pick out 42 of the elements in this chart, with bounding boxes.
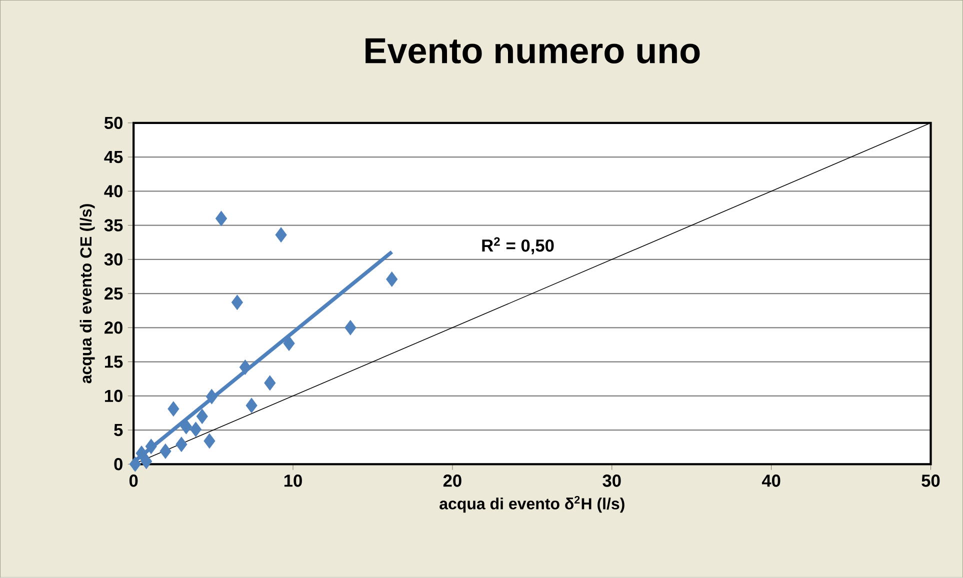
point (206, 389, 218, 404)
y-tick-label: 40 (104, 185, 122, 198)
y-axis-title: acqua di evento CE (l/s) (80, 204, 95, 384)
point (145, 438, 157, 454)
point (160, 444, 172, 459)
x-tick-label: 10 (284, 474, 302, 487)
point (386, 272, 398, 287)
point (239, 360, 251, 375)
x-tick-label: 50 (922, 474, 940, 487)
x-axis-title: acqua di evento δ$^{2}$H (l/s) (440, 496, 624, 513)
point (129, 456, 141, 472)
x-tick-label: 40 (762, 474, 780, 487)
point (264, 375, 276, 391)
point (196, 408, 208, 424)
x-tick-label: 20 (443, 474, 462, 487)
point (190, 422, 202, 438)
chart-title: Evento numero uno (366, 38, 700, 64)
point (283, 336, 295, 352)
y-tick-label: 50 (104, 116, 122, 130)
y-tick-label: 15 (104, 356, 123, 368)
point (176, 436, 188, 452)
y-tick-label: 10 (104, 390, 122, 402)
x-tick-label: 0 (129, 474, 138, 487)
point (180, 419, 192, 434)
annotation: R$^{2}$ = 0,50 (482, 237, 554, 254)
y-tick-label: 45 (104, 151, 123, 164)
point (215, 210, 228, 226)
point (246, 398, 258, 414)
y-tick-label: 20 (104, 322, 122, 334)
y-tick-label: 25 (104, 288, 123, 300)
point (136, 446, 148, 461)
point (140, 454, 152, 470)
point (204, 433, 216, 449)
y-tick-label: 5 (114, 424, 123, 436)
y-tick-label: 30 (104, 253, 122, 266)
point (275, 227, 287, 243)
point (231, 294, 243, 310)
point (344, 320, 356, 336)
y-tick-label: 35 (104, 219, 123, 232)
y-tick-label: 0 (114, 458, 122, 470)
point (168, 401, 180, 417)
x-tick-label: 30 (602, 474, 621, 487)
